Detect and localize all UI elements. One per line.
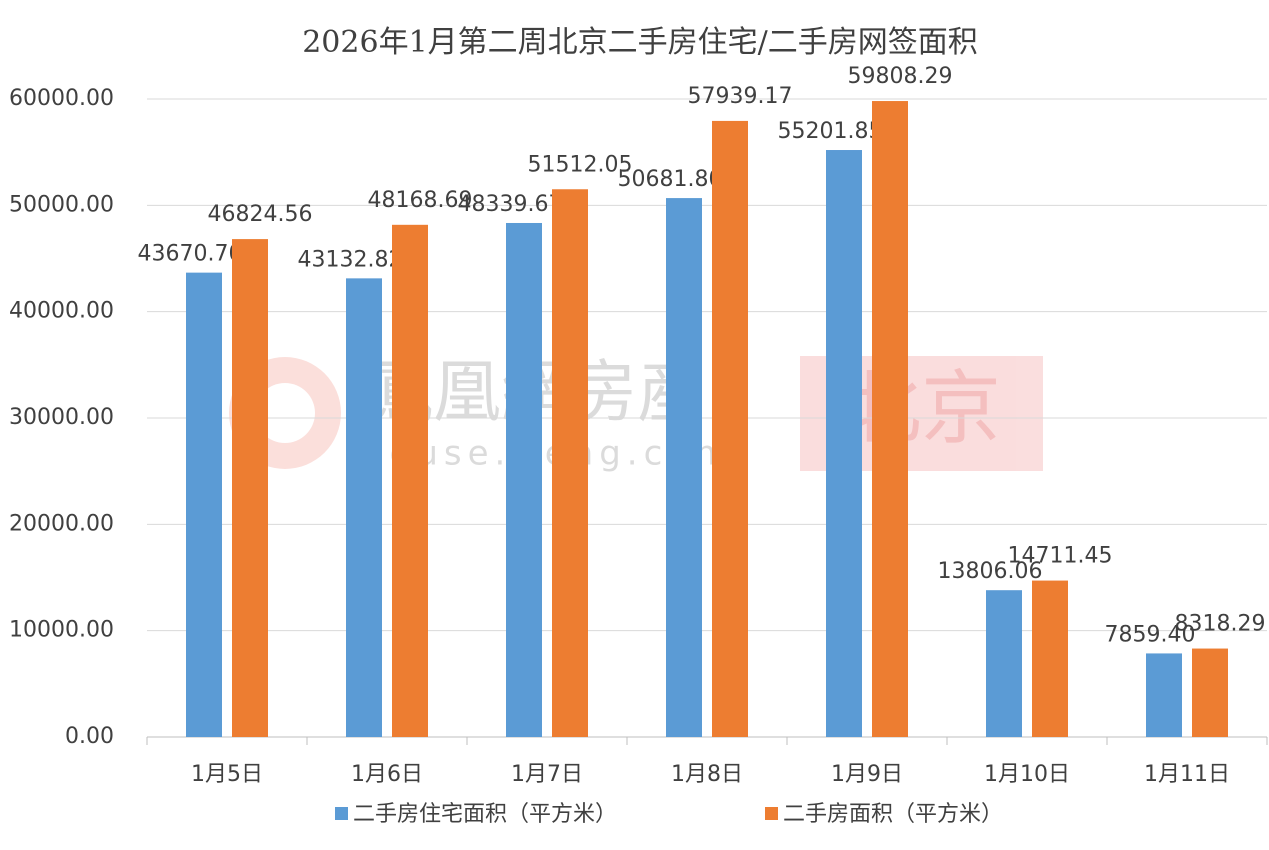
y-tick-label: 40000.00	[9, 299, 114, 324]
bar	[346, 278, 382, 737]
legend-swatch	[765, 807, 778, 820]
data-label: 59808.29	[848, 64, 953, 89]
bar	[826, 150, 862, 737]
x-tick-label: 1月10日	[984, 762, 1070, 787]
data-label: 50681.80	[618, 167, 723, 192]
y-tick-label: 30000.00	[9, 405, 114, 430]
x-tick-label: 1月11日	[1144, 762, 1230, 787]
bar	[1146, 653, 1182, 737]
data-label: 55201.85	[778, 119, 883, 144]
x-tick-label: 1月7日	[511, 762, 583, 787]
y-tick-label: 50000.00	[9, 192, 114, 217]
data-label: 7859.40	[1105, 622, 1196, 647]
x-tick-label: 1月5日	[191, 762, 263, 787]
bar	[392, 224, 428, 737]
data-label: 46824.56	[208, 202, 313, 227]
legend-swatch	[335, 807, 348, 820]
data-label: 43132.82	[298, 247, 403, 272]
chart-title: 2026年1月第二周北京二手房住宅/二手房网签面积	[302, 25, 978, 60]
x-tick-label: 1月6日	[351, 762, 423, 787]
data-label: 57939.17	[688, 84, 793, 109]
bar	[872, 101, 908, 737]
bar	[666, 198, 702, 738]
data-label: 8318.29	[1175, 612, 1266, 637]
y-tick-label: 0.00	[65, 724, 114, 749]
legend-label: 二手房住宅面积（平方米）	[353, 802, 617, 827]
bar	[986, 590, 1022, 737]
legend-label: 二手房面积（平方米）	[783, 802, 1003, 827]
data-label: 48339.67	[458, 192, 563, 217]
bar	[1032, 580, 1068, 737]
data-label: 51512.05	[528, 152, 633, 177]
watermark-logo	[255, 383, 315, 443]
data-label: 14711.45	[1008, 544, 1113, 569]
bar	[552, 189, 588, 738]
x-tick-label: 1月9日	[831, 762, 903, 787]
x-tick-label: 1月8日	[671, 762, 743, 787]
data-label: 13806.06	[938, 559, 1043, 584]
data-label: 43670.70	[138, 242, 243, 267]
watermark-city: 北京	[841, 362, 1001, 455]
y-tick-label: 10000.00	[9, 618, 114, 643]
bar	[186, 272, 222, 737]
data-label: 48168.69	[368, 188, 473, 213]
y-tick-label: 20000.00	[9, 511, 114, 536]
bar	[506, 222, 542, 738]
bar	[1192, 648, 1228, 737]
bar	[712, 120, 748, 737]
y-tick-label: 60000.00	[9, 86, 114, 111]
bar	[232, 239, 268, 737]
